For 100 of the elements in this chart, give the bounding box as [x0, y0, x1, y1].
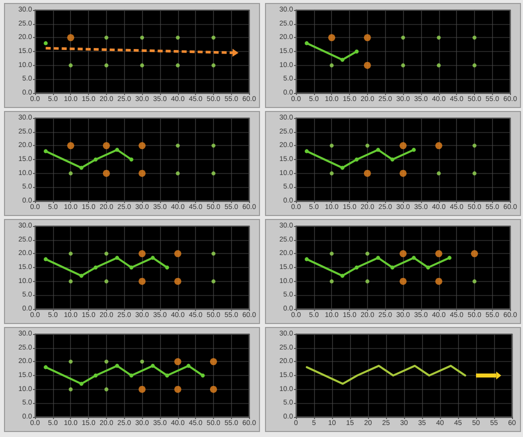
- point: [365, 252, 370, 256]
- point: [390, 158, 394, 162]
- point: [364, 170, 371, 177]
- point: [354, 158, 359, 162]
- point: [138, 142, 146, 150]
- point: [79, 274, 84, 278]
- point: [104, 387, 108, 392]
- point: [174, 358, 182, 366]
- point: [174, 250, 182, 258]
- point: [400, 142, 407, 150]
- point: [436, 36, 441, 40]
- point: [115, 148, 120, 152]
- point: [44, 257, 48, 262]
- point: [365, 144, 370, 148]
- point: [436, 63, 441, 68]
- point: [104, 360, 108, 364]
- point: [67, 142, 74, 150]
- point: [340, 58, 344, 62]
- point: [79, 166, 84, 170]
- point: [376, 148, 380, 152]
- point: [211, 36, 216, 40]
- point: [176, 36, 180, 40]
- point: [138, 250, 146, 258]
- point: [140, 63, 144, 68]
- point: [150, 364, 155, 368]
- point: [401, 63, 406, 68]
- point: [176, 63, 180, 68]
- point: [176, 144, 180, 148]
- point: [68, 252, 73, 256]
- point: [94, 158, 98, 162]
- point: [354, 50, 359, 54]
- point: [176, 171, 180, 176]
- point: [104, 63, 108, 68]
- point: [94, 266, 98, 270]
- point: [412, 256, 416, 260]
- point: [67, 34, 74, 42]
- point: [340, 274, 344, 278]
- point: [304, 149, 309, 154]
- point: [211, 171, 216, 176]
- point: [435, 142, 442, 150]
- point: [330, 63, 334, 68]
- point: [472, 279, 476, 284]
- point: [104, 279, 108, 284]
- point: [330, 279, 334, 284]
- line-series: [306, 364, 466, 385]
- point: [472, 36, 476, 40]
- point: [138, 170, 146, 177]
- point: [174, 278, 182, 285]
- point: [365, 279, 370, 284]
- point: [115, 364, 120, 368]
- point: [330, 144, 334, 148]
- point: [364, 62, 371, 69]
- point: [210, 358, 217, 366]
- point: [470, 250, 478, 258]
- point: [304, 257, 309, 262]
- point: [165, 266, 170, 270]
- point: [400, 278, 407, 285]
- point: [138, 278, 146, 285]
- point: [426, 266, 430, 270]
- point: [140, 360, 144, 364]
- point: [330, 171, 334, 176]
- point: [140, 36, 144, 40]
- point: [448, 256, 452, 260]
- point: [211, 279, 216, 284]
- point: [376, 256, 380, 260]
- point: [210, 386, 217, 393]
- point: [364, 34, 371, 42]
- point: [129, 158, 134, 162]
- point: [354, 266, 359, 270]
- point: [211, 144, 216, 148]
- point: [104, 252, 108, 256]
- point: [102, 170, 110, 177]
- point: [304, 41, 309, 46]
- point: [400, 250, 407, 258]
- point: [79, 382, 84, 386]
- point: [328, 34, 336, 42]
- point: [390, 266, 394, 270]
- point: [186, 364, 190, 368]
- point: [435, 250, 442, 258]
- point: [400, 170, 407, 177]
- point: [44, 149, 48, 154]
- point: [68, 360, 73, 364]
- point: [211, 252, 216, 256]
- point: [472, 63, 476, 68]
- point: [68, 171, 73, 176]
- point: [435, 278, 442, 285]
- point: [129, 374, 134, 378]
- point: [340, 166, 344, 170]
- point: [211, 63, 216, 68]
- point: [94, 374, 98, 378]
- point: [436, 171, 441, 176]
- point: [129, 266, 134, 270]
- point: [104, 36, 108, 40]
- point: [401, 36, 406, 40]
- point: [472, 144, 476, 148]
- point: [472, 171, 476, 176]
- point: [138, 386, 146, 393]
- point: [115, 256, 120, 260]
- point: [165, 374, 170, 378]
- point: [330, 252, 334, 256]
